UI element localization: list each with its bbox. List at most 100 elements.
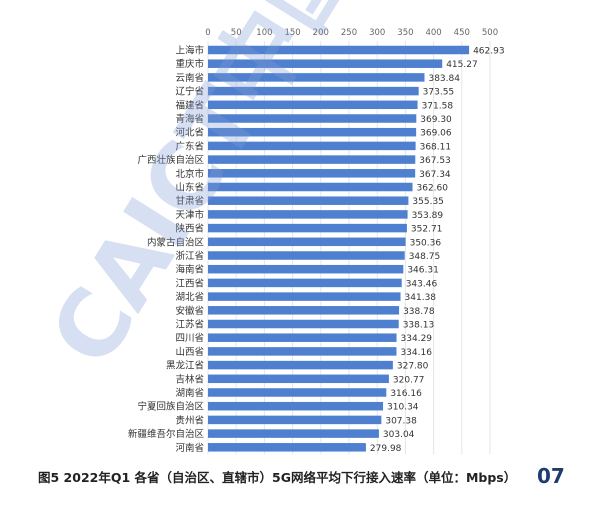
value-label-23: 327.80	[397, 362, 429, 372]
value-label-12: 353.89	[412, 211, 444, 221]
value-label-14: 350.36	[410, 238, 442, 248]
value-label-21: 334.29	[401, 334, 433, 344]
value-label-1: 415.27	[446, 60, 478, 70]
value-label-28: 303.04	[383, 430, 415, 440]
value-label-17: 343.46	[406, 279, 438, 289]
category-label-22: 山西省	[175, 346, 204, 358]
value-label-8: 367.53	[419, 156, 451, 166]
category-label-3: 辽宁省	[175, 86, 204, 98]
value-label-2: 383.84	[428, 74, 460, 84]
bar-16	[208, 264, 404, 274]
bar-24	[208, 374, 389, 384]
category-label-12: 天津市	[175, 209, 204, 221]
x-tick-label-10: 500	[482, 28, 498, 38]
value-label-11: 355.35	[412, 197, 444, 207]
x-tick-label-5: 250	[341, 28, 357, 38]
bar-3	[208, 86, 419, 96]
value-label-15: 348.75	[409, 252, 441, 262]
bar-26	[208, 401, 384, 411]
category-labels: 上海市重庆市云南省辽宁省福建省青海省河北省广东省广西壮族自治区北京市山东省甘肃省…	[128, 45, 205, 454]
bar-22	[208, 347, 397, 356]
category-label-27: 贵州省	[175, 414, 204, 426]
category-label-0: 上海市	[175, 45, 204, 57]
value-label-4: 371.58	[422, 101, 454, 111]
value-label-6: 369.06	[420, 129, 452, 139]
x-tick-label-4: 200	[313, 28, 329, 38]
category-label-9: 北京市	[175, 168, 204, 180]
x-tick-label-6: 300	[369, 28, 385, 38]
value-label-10: 362.60	[417, 184, 449, 194]
category-label-23: 黑龙江省	[166, 360, 204, 372]
value-label-24: 320.77	[393, 375, 425, 385]
bar-2	[208, 73, 425, 82]
value-label-19: 338.78	[403, 307, 435, 317]
bar-13	[208, 223, 407, 233]
x-tick-label-3: 150	[284, 28, 300, 38]
bar-25	[208, 388, 387, 397]
page-number: 07	[537, 464, 565, 488]
category-label-24: 吉林省	[175, 373, 204, 385]
category-label-2: 云南省	[175, 72, 204, 84]
value-label-16: 346.31	[407, 266, 439, 276]
category-label-15: 浙江省	[175, 250, 204, 262]
category-label-6: 河北省	[175, 127, 204, 139]
value-label-5: 369.30	[420, 115, 452, 125]
bar-12	[208, 210, 408, 219]
bar-14	[208, 237, 406, 247]
figure-caption-row: 图5 2022年Q1 各省（自治区、直辖市）5G网络平均下行接入速率（单位：Mb…	[0, 464, 600, 488]
category-label-25: 湖南省	[175, 387, 204, 399]
category-label-17: 江西省	[175, 277, 204, 289]
speed-bar-chart: 0 50 100 150 200 250 300 350 400 450 500 上海市 重庆市 云南省…	[128, 28, 505, 455]
bar-10	[208, 182, 413, 192]
chart-canvas: 0 50 100 150 200 250 300 350 400 450 500 上海市重庆市云南省…	[128, 28, 505, 455]
category-label-5: 青海省	[175, 113, 204, 125]
category-label-11: 甘肃省	[175, 195, 204, 207]
bar-1	[208, 59, 443, 68]
category-label-14: 内蒙古自治区	[147, 236, 205, 248]
x-axis-ticks: 0 50 100 150 200 250 300 350 400 450 500	[205, 28, 498, 38]
category-label-28: 新疆维吾尔自治区	[128, 428, 205, 440]
value-label-3: 373.55	[423, 88, 455, 98]
bar-15	[208, 251, 405, 260]
category-label-13: 陕西省	[175, 223, 204, 235]
bar-6	[208, 127, 417, 137]
x-tick-label-7: 350	[397, 28, 413, 38]
value-label-25: 316.16	[390, 389, 422, 399]
figure-caption: 图5 2022年Q1 各省（自治区、直辖市）5G网络平均下行接入速率（单位：Mb…	[38, 470, 517, 485]
value-label-9: 367.34	[419, 170, 451, 180]
x-tick-label-9: 450	[454, 28, 470, 38]
bar-9	[208, 169, 416, 178]
category-label-20: 江苏省	[175, 319, 204, 331]
bar-20	[208, 319, 399, 329]
value-label-18: 341.38	[405, 293, 437, 303]
category-label-8: 广西壮族自治区	[137, 154, 204, 166]
category-label-29: 河南省	[175, 442, 204, 454]
category-label-21: 四川省	[175, 332, 204, 344]
category-label-16: 海南省	[175, 264, 204, 276]
bar-29	[208, 443, 366, 452]
value-label-0: 462.93	[473, 47, 505, 57]
bar-21	[208, 333, 397, 342]
category-label-4: 福建省	[175, 99, 204, 111]
bars	[208, 45, 470, 452]
bar-19	[208, 306, 400, 315]
x-tick-label-1: 50	[231, 28, 242, 38]
x-tick-label-8: 400	[425, 28, 441, 38]
value-label-27: 307.38	[385, 416, 417, 426]
bar-28	[208, 429, 379, 438]
category-label-7: 广东省	[175, 140, 204, 152]
bar-8	[208, 155, 416, 164]
value-label-13: 352.71	[411, 225, 443, 235]
x-tick-label-2: 100	[256, 28, 272, 38]
bar-18	[208, 292, 401, 301]
bar-4	[208, 100, 418, 110]
bar-0	[208, 45, 470, 55]
grid-lines	[207, 41, 491, 455]
value-label-7: 368.11	[420, 142, 452, 152]
x-tick-label-0: 0	[205, 28, 210, 38]
category-label-18: 湖北省	[175, 291, 204, 303]
category-label-10: 山东省	[175, 182, 204, 194]
category-label-26: 宁夏回族自治区	[137, 401, 204, 413]
value-label-22: 334.16	[400, 348, 432, 358]
bar-17	[208, 278, 402, 288]
